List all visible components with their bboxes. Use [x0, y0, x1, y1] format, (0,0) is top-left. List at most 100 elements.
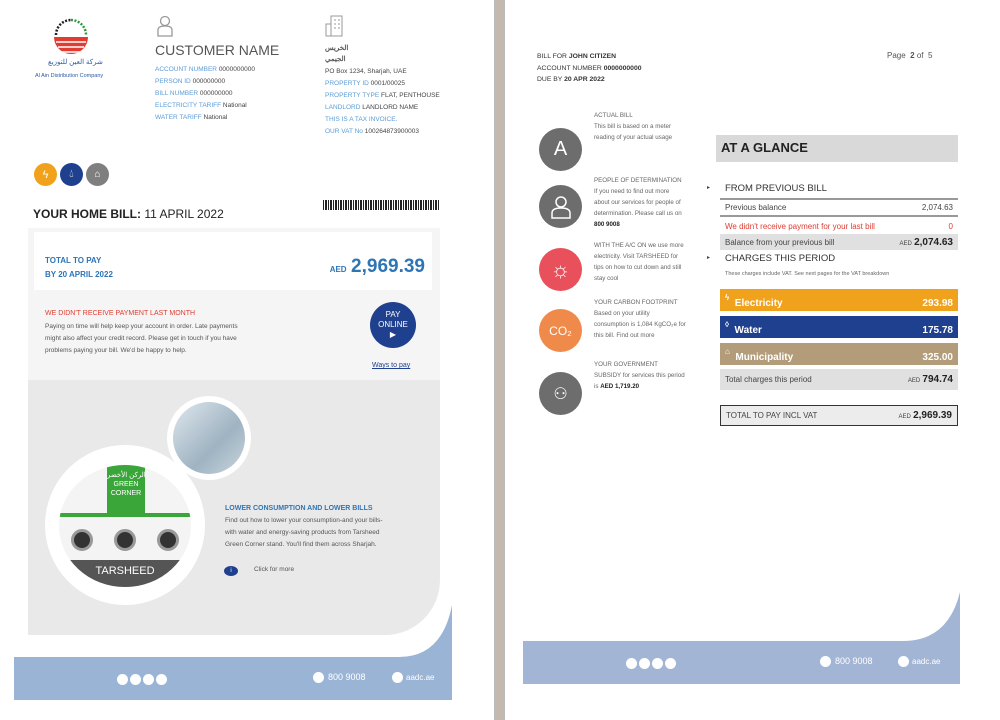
- info-subsidy: YOUR GOVERNMENT SUBSIDY for services this…: [594, 359, 686, 392]
- charges-heading: CHARGES THIS PERIOD: [725, 253, 836, 264]
- water-icon: ◊: [725, 320, 729, 329]
- field-label: PROPERTY ID: [325, 80, 369, 87]
- currency: AED: [907, 378, 921, 384]
- instagram-icon[interactable]: [143, 674, 154, 685]
- facebook-icon[interactable]: [665, 658, 676, 669]
- currency: AED: [329, 265, 347, 274]
- charge-value: 175.78: [922, 325, 953, 336]
- row-label: Previous balance: [725, 203, 787, 212]
- municipality-icon: ⌂: [725, 347, 730, 356]
- info-title: YOUR GOVERNMENT: [594, 361, 658, 368]
- property-ar-line: الجيمي: [325, 56, 346, 63]
- field-label: LANDLORD: [325, 104, 361, 111]
- page-label: Page: [887, 51, 906, 60]
- info-bold: AED 1,719.20: [600, 383, 640, 390]
- green-corner-label: GREEN CORNER: [110, 481, 142, 497]
- youtube-icon[interactable]: [130, 674, 141, 685]
- info-text: If you need to find out more about our s…: [594, 188, 682, 217]
- actual-bill-icon: A: [539, 128, 582, 171]
- info-people-of-determination: PEOPLE OF DETERMINATION If you need to fi…: [594, 175, 686, 230]
- amount: 2,969.39: [351, 256, 425, 277]
- building-icon: [325, 15, 343, 37]
- row-value: 2,074.63: [914, 236, 953, 248]
- promo-title: LOWER CONSUMPTION AND LOWER BILLS: [225, 505, 373, 512]
- youtube-icon[interactable]: [639, 658, 650, 669]
- promo-text: Find out how to lower your consumption-a…: [225, 517, 383, 548]
- people-photo: [173, 402, 245, 474]
- info-text: This bill is based on a meter reading of…: [594, 123, 673, 141]
- social-icons: [117, 672, 169, 690]
- info-text: SUBSIDY for services this period is: [594, 372, 685, 390]
- from-previous-heading: FROM PREVIOUS BILL: [725, 183, 827, 194]
- green-corner-ar: الركن الأخضر: [107, 472, 146, 479]
- tarsheed-green-corner-image: الركن الأخضر GREEN CORNER TARSHEED: [45, 445, 205, 605]
- click-for-more-link[interactable]: Click for more: [254, 566, 295, 573]
- field-label: PROPERTY TYPE: [325, 92, 380, 99]
- charge-value: 293.98: [922, 298, 953, 309]
- currency: AED: [898, 414, 911, 420]
- row-value: 0: [948, 221, 953, 231]
- charges-note: These charges include VAT. See next page…: [725, 271, 890, 277]
- person-icon: [157, 15, 173, 37]
- total-to-pay-row: TOTAL TO PAY INCL VAT AED 2,969.39: [720, 405, 958, 426]
- co2-icon: CO₂: [539, 309, 582, 352]
- twitter-icon[interactable]: [626, 658, 637, 669]
- property-name-ar: الخريس الجيمي: [325, 43, 348, 65]
- subsidy-icon: ⚇: [539, 372, 582, 415]
- instagram-icon[interactable]: [652, 658, 663, 669]
- online-label: ONLINE: [378, 320, 408, 329]
- company-name-en: Al Ain Distribution Company: [35, 73, 104, 79]
- facebook-icon[interactable]: [156, 674, 167, 685]
- field-value: 0001/00025: [370, 80, 405, 87]
- warning-title: WE DIDN'T RECEIVE PAYMENT LAST MONTH: [45, 310, 196, 317]
- row-label: Total charges this period: [725, 375, 812, 384]
- footer-website[interactable]: aadc.ae: [912, 657, 941, 666]
- total-due-date: BY 20 APRIL 2022: [45, 270, 113, 279]
- row-label: Balance from your previous bill: [725, 237, 835, 247]
- info-actual-bill: ACTUAL BILL This bill is based on a meter…: [594, 110, 686, 143]
- electricity-icon: ϟ: [725, 293, 730, 302]
- bullet-icon: ▸: [707, 255, 711, 261]
- field-label: PERSON ID: [155, 78, 191, 85]
- bullet-icon: ▸: [707, 185, 711, 191]
- pay-label: PAY: [385, 310, 401, 319]
- account-label: ACCOUNT NUMBER: [537, 64, 602, 72]
- property-fields: PO Box 1234, Sharjah, UAE PROPERTY ID 00…: [325, 66, 440, 138]
- page-of: of: [916, 51, 924, 60]
- charge-label: Municipality: [735, 352, 794, 363]
- info-icon[interactable]: i: [224, 566, 238, 576]
- bill-header: BILL FOR JOHN CITIZEN ACCOUNT NUMBER 000…: [537, 51, 642, 86]
- ways-to-pay-link[interactable]: Ways to pay: [372, 362, 411, 369]
- info-title: WITH THE A/C ON: [594, 242, 647, 249]
- footer-phone[interactable]: 800 9008: [328, 672, 366, 682]
- balance-previous-row: Balance from your previous bill AED 2,074…: [720, 234, 958, 250]
- footer-phone[interactable]: 800 9008: [835, 656, 873, 666]
- info-title: ACTUAL BILL: [594, 112, 633, 119]
- previous-balance-row: Previous balance 2,074.63: [720, 198, 958, 217]
- row-value: 2,969.39: [913, 410, 952, 421]
- footer-website[interactable]: aadc.ae: [406, 673, 435, 682]
- field-label: THIS IS A TAX INVOICE.: [325, 116, 398, 123]
- field-label: BILL NUMBER: [155, 90, 199, 97]
- field-value: 0000000000: [218, 66, 255, 73]
- municipality-icon: ⌂: [86, 163, 109, 186]
- bill-for-label: BILL FOR: [537, 53, 567, 60]
- bill-for-name: JOHN CITIZEN: [568, 53, 617, 60]
- row-label: We didn't receive payment for your last …: [725, 221, 875, 231]
- pay-online-button[interactable]: PAY ONLINE ▶: [370, 302, 416, 348]
- info-carbon: YOUR CARBON FOOTPRINT Based on your utili…: [594, 297, 686, 341]
- twitter-icon[interactable]: [117, 674, 128, 685]
- customer-fields: ACCOUNT NUMBER 0000000000 PERSON ID 0000…: [155, 64, 255, 124]
- charge-water: ◊ Water 175.78: [720, 316, 958, 338]
- field-label: WATER TARIFF: [155, 114, 202, 121]
- charge-value: 325.00: [922, 352, 953, 363]
- charge-label: Electricity: [734, 298, 783, 309]
- person-icon: [539, 185, 582, 228]
- company-name-ar: شركة العين للتوزيع: [48, 59, 103, 66]
- page-count: 5: [927, 51, 933, 60]
- account-number: 0000000000: [603, 64, 642, 72]
- total-label: TOTAL TO PAY: [45, 256, 102, 265]
- property-address: PO Box 1234, Sharjah, UAE: [325, 68, 407, 75]
- social-icons: [626, 656, 678, 674]
- no-payment-row: We didn't receive payment for your last …: [720, 218, 958, 234]
